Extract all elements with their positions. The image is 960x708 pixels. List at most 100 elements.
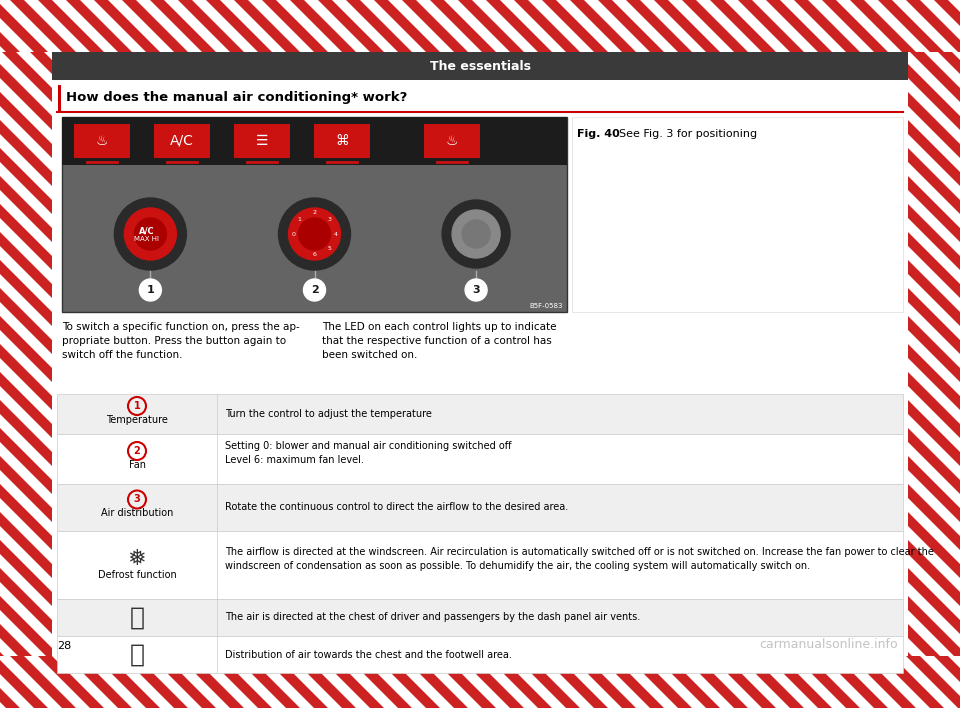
- Text: 2: 2: [133, 446, 140, 456]
- Polygon shape: [908, 638, 926, 656]
- Polygon shape: [584, 0, 650, 52]
- Circle shape: [278, 198, 350, 270]
- Bar: [74, 124, 130, 158]
- Polygon shape: [920, 656, 960, 696]
- Polygon shape: [808, 656, 874, 708]
- Polygon shape: [908, 582, 960, 648]
- Circle shape: [452, 210, 500, 258]
- Circle shape: [465, 279, 487, 301]
- Polygon shape: [0, 302, 52, 368]
- Text: carmanualsonline.info: carmanualsonline.info: [759, 638, 898, 651]
- Bar: [62, 117, 567, 165]
- Text: 3: 3: [472, 285, 480, 295]
- Polygon shape: [920, 0, 960, 40]
- Text: MAX HI: MAX HI: [133, 236, 158, 242]
- Text: ♨: ♨: [445, 134, 458, 148]
- Polygon shape: [864, 0, 930, 52]
- Bar: [0, 52, 52, 656]
- Bar: [52, 52, 908, 656]
- Polygon shape: [908, 470, 960, 536]
- Text: 3: 3: [133, 494, 140, 505]
- Polygon shape: [220, 0, 286, 52]
- Polygon shape: [908, 330, 960, 396]
- Polygon shape: [24, 656, 90, 708]
- Bar: [0, 656, 960, 708]
- Polygon shape: [248, 0, 314, 52]
- Bar: [57, 434, 903, 484]
- Polygon shape: [304, 0, 370, 52]
- Polygon shape: [556, 656, 622, 708]
- Polygon shape: [908, 498, 960, 564]
- Polygon shape: [0, 498, 52, 564]
- Polygon shape: [52, 656, 118, 708]
- Polygon shape: [0, 134, 52, 200]
- Polygon shape: [164, 0, 230, 52]
- Polygon shape: [0, 46, 6, 52]
- Polygon shape: [908, 218, 960, 284]
- Polygon shape: [908, 106, 960, 172]
- Polygon shape: [0, 656, 62, 708]
- Polygon shape: [416, 0, 482, 52]
- Polygon shape: [780, 656, 846, 708]
- Text: Fig. 40: Fig. 40: [577, 129, 620, 139]
- Text: 0: 0: [292, 232, 296, 236]
- Circle shape: [139, 279, 161, 301]
- Text: The essentials: The essentials: [429, 59, 531, 72]
- Polygon shape: [948, 0, 960, 12]
- Polygon shape: [584, 656, 650, 708]
- Polygon shape: [0, 246, 52, 312]
- Polygon shape: [80, 656, 146, 708]
- Bar: [154, 124, 210, 158]
- Text: 4: 4: [333, 232, 338, 236]
- Polygon shape: [908, 386, 960, 452]
- Polygon shape: [0, 358, 52, 424]
- Text: Temperature: Temperature: [106, 415, 168, 425]
- Text: 2: 2: [311, 285, 319, 295]
- Polygon shape: [836, 656, 902, 708]
- Polygon shape: [0, 330, 52, 396]
- Text: Fan: Fan: [129, 460, 146, 470]
- Bar: [57, 636, 903, 673]
- Polygon shape: [908, 554, 960, 620]
- Polygon shape: [0, 52, 52, 116]
- Polygon shape: [0, 0, 62, 52]
- Text: ☰: ☰: [255, 134, 268, 148]
- Bar: [0, 0, 960, 52]
- Polygon shape: [472, 0, 538, 52]
- Text: 28: 28: [57, 641, 71, 651]
- Polygon shape: [892, 0, 958, 52]
- Polygon shape: [908, 190, 960, 256]
- Bar: [58, 85, 61, 111]
- Circle shape: [462, 220, 491, 248]
- Polygon shape: [908, 302, 960, 368]
- Polygon shape: [0, 190, 52, 256]
- Text: Turn the control to adjust the temperature: Turn the control to adjust the temperatu…: [225, 409, 432, 419]
- Bar: [57, 394, 903, 434]
- Text: See Fig. 3 for positioning: See Fig. 3 for positioning: [619, 129, 757, 139]
- Text: A/C: A/C: [170, 134, 194, 148]
- Circle shape: [303, 279, 325, 301]
- Polygon shape: [0, 554, 52, 620]
- Polygon shape: [0, 582, 52, 648]
- Polygon shape: [164, 656, 230, 708]
- Polygon shape: [556, 0, 622, 52]
- Text: 1: 1: [298, 217, 301, 222]
- Polygon shape: [908, 610, 954, 656]
- Polygon shape: [528, 656, 594, 708]
- Polygon shape: [276, 0, 342, 52]
- Polygon shape: [220, 656, 286, 708]
- Polygon shape: [808, 0, 874, 52]
- Bar: [62, 117, 567, 312]
- Polygon shape: [908, 526, 960, 592]
- Polygon shape: [696, 656, 762, 708]
- Polygon shape: [908, 358, 960, 424]
- Bar: [572, 117, 903, 312]
- Text: ⛹: ⛹: [130, 605, 145, 629]
- Text: ⌘: ⌘: [335, 134, 348, 148]
- Circle shape: [443, 200, 510, 268]
- Text: 1: 1: [147, 285, 155, 295]
- Polygon shape: [948, 656, 960, 668]
- Polygon shape: [908, 78, 960, 144]
- Text: The LED on each control lights up to indicate
that the respective function of a : The LED on each control lights up to ind…: [322, 322, 557, 360]
- Text: The airflow is directed at the windscreen. Air recirculation is automatically sw: The airflow is directed at the windscree…: [225, 547, 934, 571]
